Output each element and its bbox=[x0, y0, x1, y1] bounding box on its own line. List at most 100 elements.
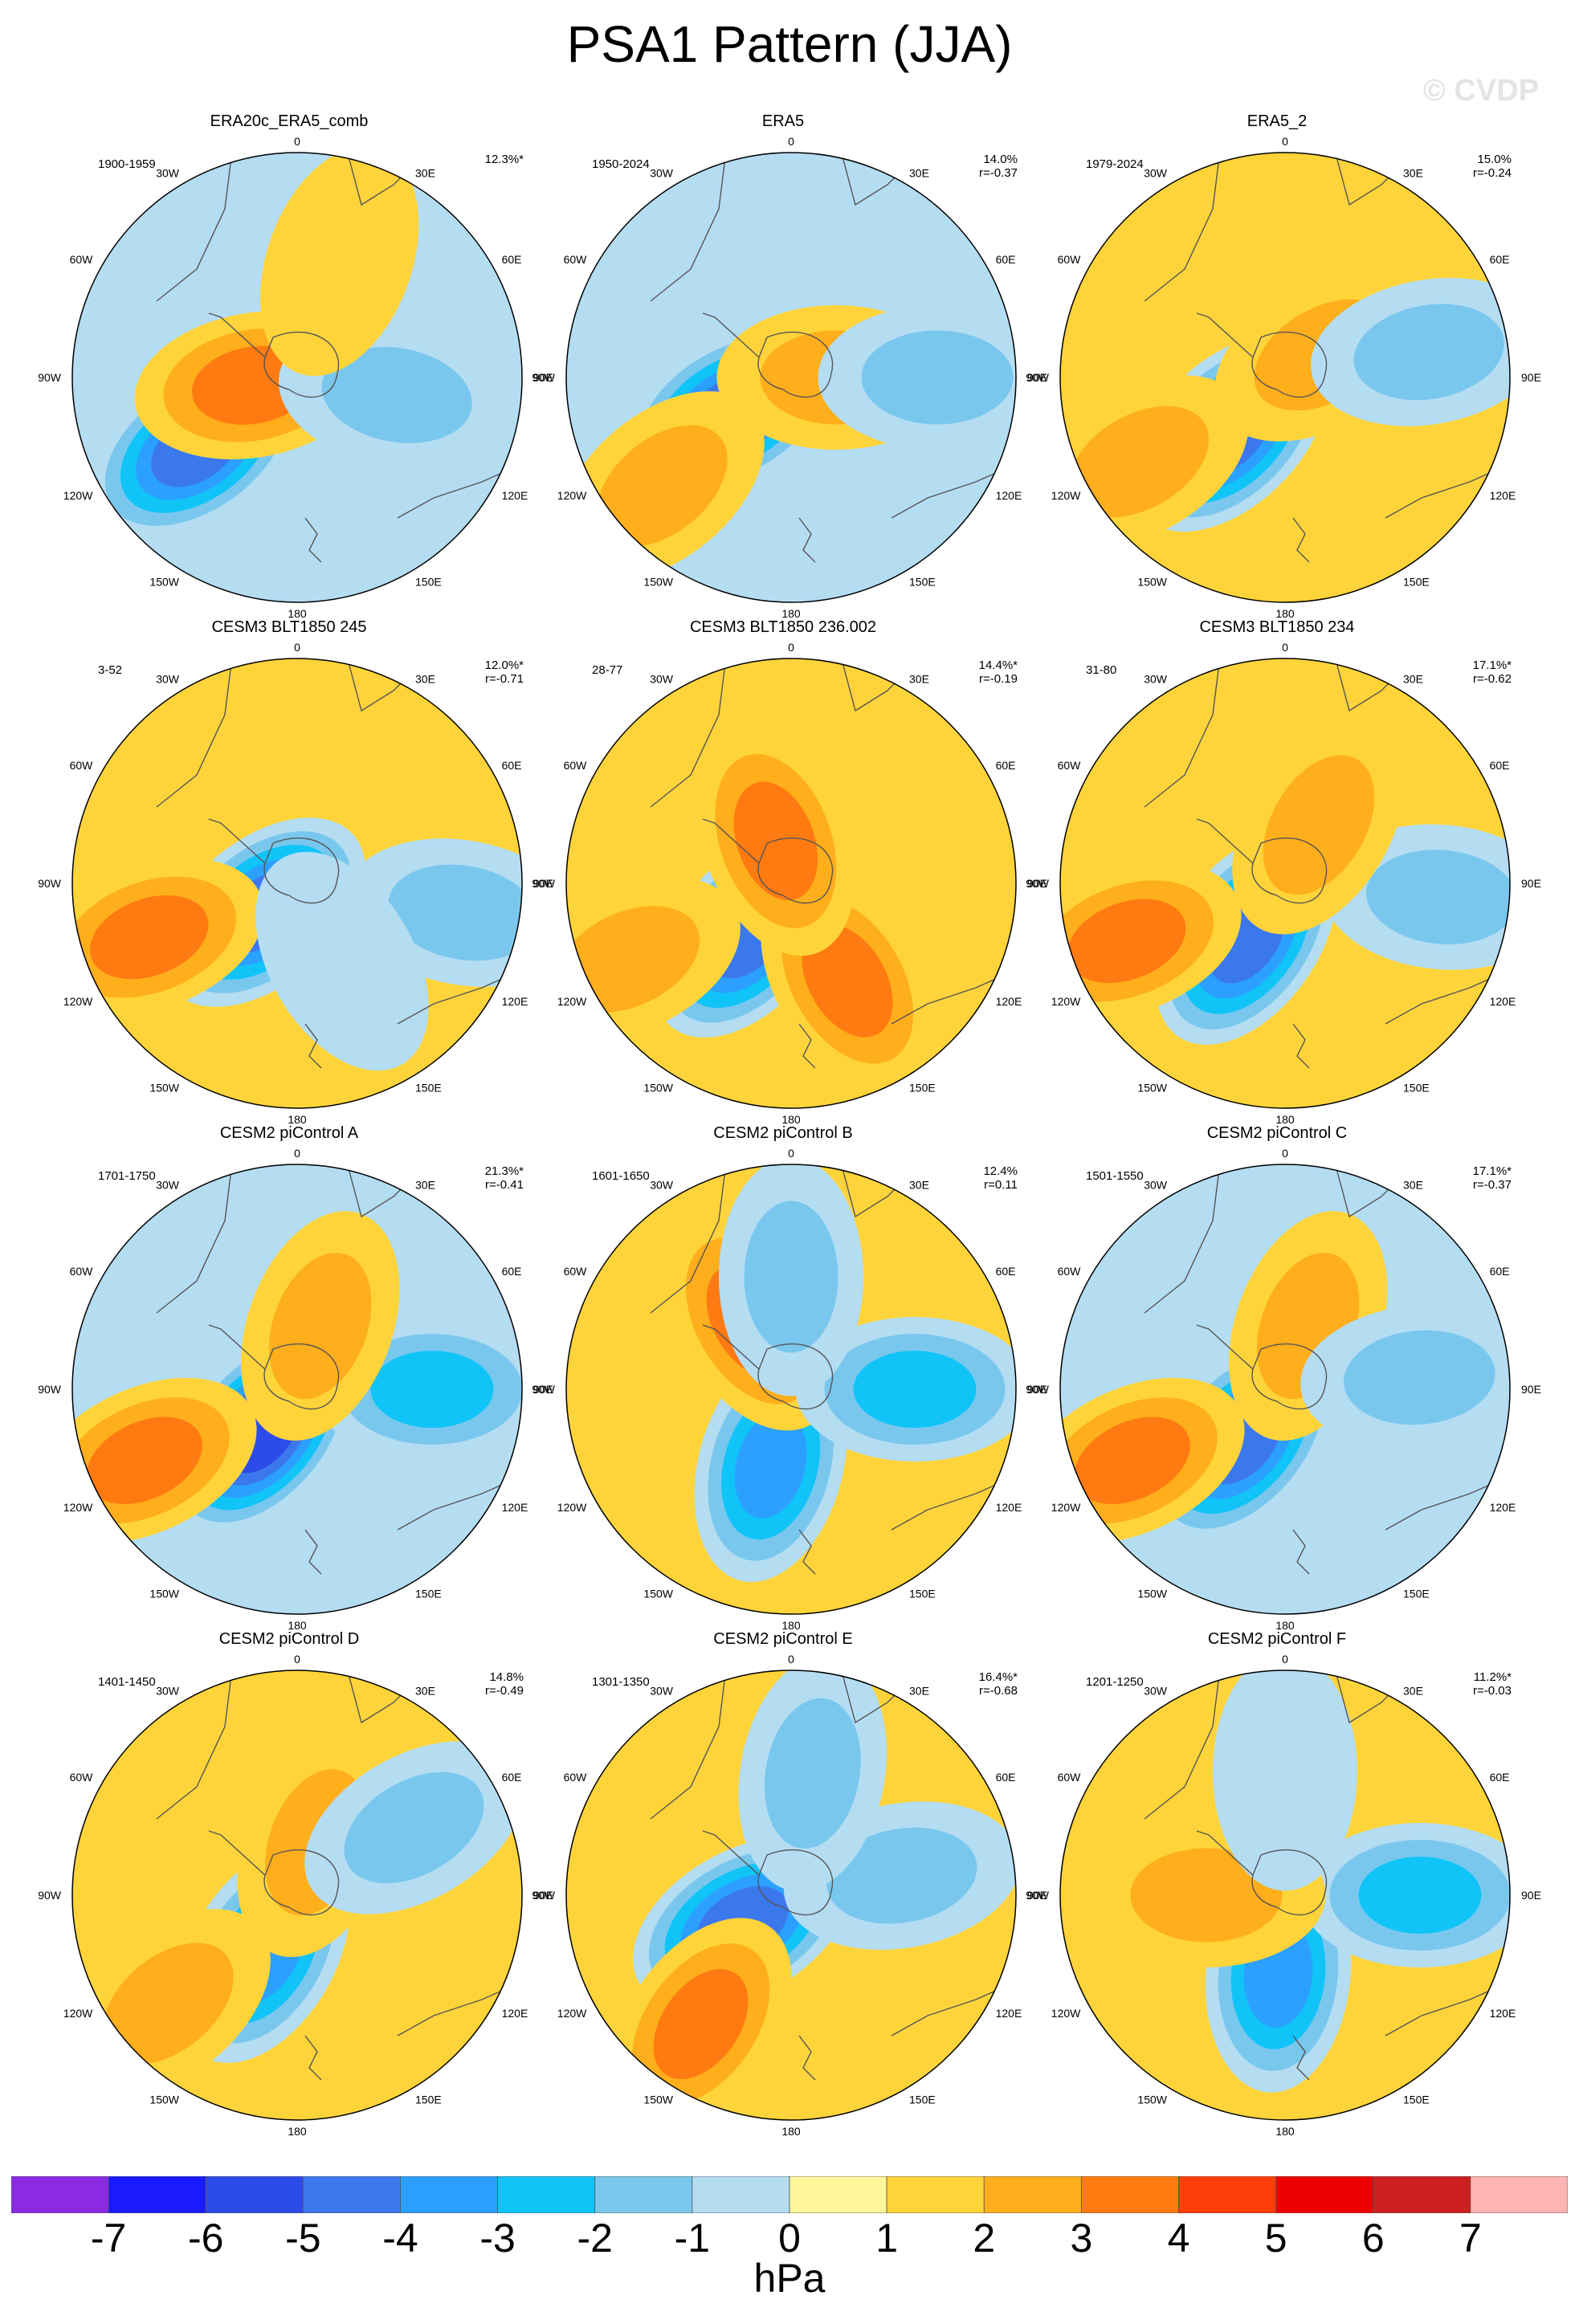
contour-level bbox=[255, 851, 429, 1071]
map-panel: ERA5_2 1979-2024 15.0% r=-0.24 0 30E 60E 90E 120… bbox=[1020, 112, 1541, 620]
colorbar-swatch bbox=[886, 2176, 985, 2213]
longitude-label: 60E bbox=[1490, 1265, 1510, 1278]
contour-level bbox=[802, 923, 893, 1038]
contour-level bbox=[653, 1969, 749, 2080]
longitude-label: 0 bbox=[1282, 1147, 1288, 1160]
panel-title: ERA5_2 bbox=[1246, 112, 1308, 130]
panel-stats: 17.1%* r=-0.37 bbox=[1473, 1164, 1512, 1192]
contour-level bbox=[853, 1351, 977, 1428]
longitude-label: 30W bbox=[1144, 1684, 1168, 1697]
longitude-label: 60E bbox=[1490, 253, 1510, 266]
longitude-label: 30E bbox=[909, 1684, 929, 1697]
coastline-south-america bbox=[1144, 658, 1222, 808]
coastline-antarctica bbox=[757, 1343, 834, 1410]
longitude-label: 150E bbox=[909, 576, 936, 589]
longitude-label: 120E bbox=[502, 2007, 528, 2020]
colorbar-swatch bbox=[1373, 2176, 1471, 2213]
coastline-peninsula bbox=[208, 312, 266, 358]
longitude-label: 30W bbox=[156, 672, 180, 685]
longitude-label: 120W bbox=[63, 489, 93, 502]
longitude-label: 120E bbox=[996, 2007, 1022, 2020]
pattern-correlation: r=-0.19 bbox=[979, 672, 1018, 686]
coastline-peninsula bbox=[208, 1830, 266, 1876]
longitude-label: 0 bbox=[1282, 135, 1288, 148]
panel-year-range: 1900-1959 bbox=[98, 157, 156, 171]
panel-stats: 12.0%* r=-0.71 bbox=[485, 658, 524, 686]
longitude-label: 60W bbox=[564, 1265, 588, 1278]
pattern-correlation: r=0.11 bbox=[984, 1178, 1018, 1192]
anomaly-feature bbox=[1323, 824, 1510, 970]
colorbar-units: hPa bbox=[753, 2256, 826, 2301]
coastline-peninsula bbox=[208, 1324, 266, 1370]
longitude-label: 150W bbox=[1137, 576, 1167, 589]
longitude-label: 90E bbox=[1027, 1889, 1047, 1902]
contour-level bbox=[90, 895, 209, 980]
longitude-label: 60E bbox=[996, 253, 1016, 266]
coastline-antarctica bbox=[757, 837, 834, 904]
map-panel: CESM2 piControl D 1401-1450 14.8% r=-0.49 0 3… bbox=[32, 1630, 553, 2138]
longitude-label: 120W bbox=[557, 489, 587, 502]
coastline-new-zealand bbox=[798, 2035, 816, 2081]
polar-map: 0 30E 60E 90E 120E 150E 180 150W 120W 90W 60W 30W bbox=[38, 1653, 553, 2138]
panel-title: CESM3 BLT1850 234 bbox=[1199, 618, 1355, 636]
longitude-label: 60E bbox=[502, 759, 522, 772]
longitude-label: 30W bbox=[650, 1684, 674, 1697]
variance-explained: 14.8% bbox=[489, 1670, 524, 1684]
polar-map: 0 30E 60E 90E 120E 150E 180 150W 120W 90W 60W 30W bbox=[532, 135, 1047, 620]
longitude-label: 30W bbox=[650, 166, 674, 179]
colorbar-swatch bbox=[594, 2176, 693, 2213]
anomaly-feature bbox=[1300, 1304, 1510, 1450]
contour-level bbox=[744, 1201, 838, 1353]
longitude-label: 120E bbox=[1490, 489, 1516, 502]
coastline-antarctica bbox=[263, 331, 340, 398]
contour-level bbox=[1069, 406, 1210, 518]
longitude-label: 60E bbox=[502, 1265, 522, 1278]
colorbar-swatch bbox=[1080, 2176, 1179, 2213]
longitude-label: 120E bbox=[1490, 2007, 1516, 2020]
longitude-label: 150E bbox=[1403, 1082, 1430, 1095]
longitude-label: 90E bbox=[533, 1889, 553, 1902]
longitude-label: 60W bbox=[1058, 1265, 1082, 1278]
pattern-correlation: r=-0.37 bbox=[1473, 1178, 1512, 1192]
colorbar-swatch bbox=[983, 2176, 1082, 2213]
panel-year-range: 31-80 bbox=[1086, 663, 1117, 677]
longitude-label: 30W bbox=[650, 672, 674, 685]
coastline-new-zealand bbox=[1292, 1023, 1310, 1069]
longitude-label: 0 bbox=[294, 1653, 300, 1666]
longitude-label: 90E bbox=[533, 1383, 553, 1396]
longitude-label: 30E bbox=[415, 1178, 435, 1191]
colorbar-tick-label: -7 bbox=[90, 2216, 127, 2261]
contour-level bbox=[733, 781, 818, 901]
pattern-correlation: r=-0.71 bbox=[485, 672, 524, 686]
colorbar-tick-label: -3 bbox=[479, 2216, 516, 2261]
longitude-label: 30E bbox=[909, 1178, 929, 1191]
longitude-label: 120W bbox=[1051, 995, 1081, 1008]
panel-title: CESM3 BLT1850 236.002 bbox=[689, 618, 876, 636]
longitude-label: 150E bbox=[1403, 1588, 1430, 1600]
longitude-label: 90E bbox=[1027, 1383, 1047, 1396]
anomaly-feature bbox=[1232, 716, 1406, 935]
colorbar-swatch bbox=[302, 2176, 401, 2213]
panel-title: CESM2 piControl C bbox=[1206, 1124, 1348, 1142]
longitude-label: 30E bbox=[415, 166, 435, 179]
coastline-antarctica bbox=[263, 1343, 340, 1410]
colorbar-tick-label: 4 bbox=[1167, 2216, 1190, 2261]
longitude-label: 30E bbox=[1403, 1684, 1423, 1697]
pattern-correlation: r=-0.68 bbox=[979, 1684, 1018, 1698]
longitude-label: 120W bbox=[557, 995, 587, 1008]
colorbar-swatch bbox=[497, 2176, 596, 2213]
longitude-label: 60W bbox=[1058, 759, 1082, 772]
pattern-correlation: r=-0.62 bbox=[1473, 672, 1512, 686]
longitude-label: 120W bbox=[1051, 489, 1081, 502]
coastline-south-america bbox=[156, 153, 234, 302]
map-border bbox=[71, 658, 523, 1109]
longitude-label: 120E bbox=[1490, 995, 1516, 1008]
map-border bbox=[71, 152, 523, 603]
map-panel: CESM3 BLT1850 245 3-52 12.0%* r=-0.71 0 30E 60… bbox=[32, 618, 553, 1126]
longitude-label: 30E bbox=[415, 672, 435, 685]
contour-level bbox=[734, 1412, 807, 1519]
contour-level bbox=[764, 1698, 861, 1849]
longitude-label: 90W bbox=[38, 1889, 62, 1902]
coastline-new-zealand bbox=[798, 517, 816, 563]
longitude-label: 30W bbox=[1144, 1178, 1168, 1191]
